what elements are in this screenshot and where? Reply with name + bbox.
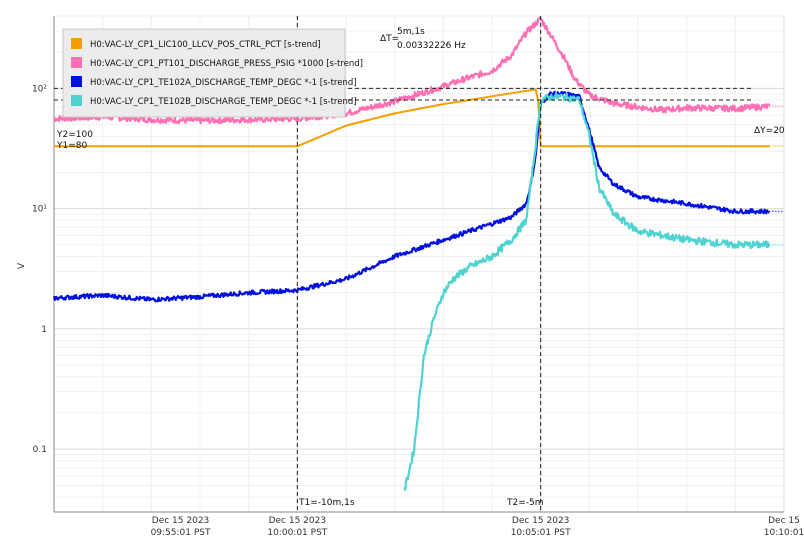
x-tick-date: Dec 15 2023 <box>512 516 570 526</box>
legend-box <box>62 28 346 118</box>
y-tick-label: 0.1 <box>33 445 47 455</box>
y-tick-label: 10¹ <box>32 205 47 215</box>
y-tick-labels: 10² 10¹ 1 0.1 <box>32 84 47 455</box>
legend-swatch <box>71 38 82 49</box>
x-tick-time: 10:05:01 PST <box>511 528 571 538</box>
legend-swatch <box>71 95 82 106</box>
x-tick-date: Dec 15 <box>768 516 800 526</box>
x-tick-time: 10:00:01 PST <box>267 528 327 538</box>
legend[interactable]: H0:VAC-LY_CP1_LIC100_LLCV_POS_CTRL_PCT [… <box>62 28 363 118</box>
cursor-lines[interactable] <box>54 16 752 512</box>
y-axis-label: V <box>17 262 27 269</box>
x-tick-time: 10:10:01 <box>764 528 804 538</box>
y2-label: Y2=100 <box>56 130 93 140</box>
series-line <box>52 90 770 303</box>
x-tick-date: Dec 15 2023 <box>152 516 210 526</box>
delta-t-label: ΔT= <box>380 34 399 44</box>
x-tick-time: 09:55:01 PST <box>151 528 211 538</box>
y1-label: Y1=80 <box>56 141 87 151</box>
delta-t-frequency: 0.00332226 Hz <box>397 41 466 51</box>
legend-entry-te102b-temp: H0:VAC-LY_CP1_TE102B_DISCHARGE_TEMP_DEGC… <box>90 97 357 107</box>
delta-y-label: ΔY=20 <box>754 126 785 136</box>
legend-swatch <box>71 76 82 87</box>
legend-entry-discharge-press: H0:VAC-LY_CP1_PT101_DISCHARGE_PRESS_PSIG… <box>90 59 363 69</box>
x-tick-date: Dec 15 2023 <box>269 516 327 526</box>
t1-label: T1=-10m,1s <box>298 498 355 508</box>
y-tick-label: 10² <box>32 84 47 94</box>
legend-entry-llcv-pos: H0:VAC-LY_CP1_LIC100_LLCV_POS_CTRL_PCT [… <box>90 40 321 50</box>
series-line <box>53 16 771 125</box>
cursor-annotations: T1=-10m,1s T2=-5m ΔT= 5m,1s 0.00332226 H… <box>55 27 785 508</box>
y-tick-label: 1 <box>41 325 47 335</box>
x-tick-labels: Dec 15 2023 09:55:01 PST Dec 15 2023 10:00:… <box>151 516 804 538</box>
series-line <box>403 92 770 491</box>
delta-t-value: 5m,1s <box>397 27 425 37</box>
t2-label: T2=-5m <box>506 498 544 508</box>
y2-label-bg <box>55 128 91 140</box>
legend-swatch <box>71 57 82 68</box>
legend-entry-te102a-temp: H0:VAC-LY_CP1_TE102A_DISCHARGE_TEMP_DEGC… <box>90 78 357 88</box>
